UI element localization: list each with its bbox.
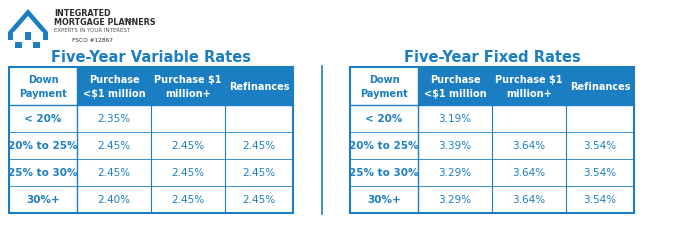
- Text: inc.: inc.: [122, 18, 135, 23]
- Text: MORTGAGE PLANNERS: MORTGAGE PLANNERS: [54, 18, 156, 27]
- Polygon shape: [14, 17, 42, 33]
- Text: 2.45%: 2.45%: [172, 195, 205, 204]
- Text: EXPERTS IN YOUR INTEREST: EXPERTS IN YOUR INTEREST: [54, 28, 130, 33]
- Text: 2.40%: 2.40%: [98, 195, 131, 204]
- Bar: [8, 33, 48, 41]
- Text: Down
Payment: Down Payment: [360, 75, 408, 98]
- Text: 3.29%: 3.29%: [438, 195, 471, 204]
- Text: 3.19%: 3.19%: [438, 114, 471, 124]
- Text: FSCO #12867: FSCO #12867: [72, 38, 113, 43]
- Text: Purchase $1
million+: Purchase $1 million+: [495, 75, 563, 98]
- Bar: [33, 43, 40, 49]
- Text: 3.54%: 3.54%: [583, 195, 616, 204]
- Bar: [15, 43, 22, 49]
- Text: INTEGRATED: INTEGRATED: [54, 9, 111, 18]
- Text: 30%+: 30%+: [367, 195, 401, 204]
- Text: 2.45%: 2.45%: [98, 168, 131, 178]
- Text: 2.35%: 2.35%: [98, 114, 131, 124]
- Text: 25% to 30%: 25% to 30%: [8, 168, 78, 178]
- Text: Purchase
<$1 million: Purchase <$1 million: [424, 75, 486, 98]
- Text: 3.54%: 3.54%: [583, 141, 616, 151]
- Text: Refinances: Refinances: [229, 82, 289, 92]
- Text: 30%+: 30%+: [26, 195, 60, 204]
- Text: 2.45%: 2.45%: [98, 141, 131, 151]
- Bar: [77, 68, 293, 106]
- Text: Refinances: Refinances: [570, 82, 630, 92]
- Bar: [31, 33, 43, 41]
- Bar: [418, 68, 634, 106]
- Text: 2.45%: 2.45%: [172, 168, 205, 178]
- Text: 20% to 25%: 20% to 25%: [349, 141, 419, 151]
- Text: 3.64%: 3.64%: [513, 141, 545, 151]
- Bar: [350, 68, 634, 213]
- Bar: [9, 68, 293, 213]
- Text: 3.64%: 3.64%: [513, 195, 545, 204]
- Text: 2.45%: 2.45%: [243, 195, 275, 204]
- Text: Five-Year Variable Rates: Five-Year Variable Rates: [51, 50, 251, 65]
- Text: Down
Payment: Down Payment: [19, 75, 67, 98]
- Text: 3.39%: 3.39%: [438, 141, 471, 151]
- Text: Purchase
<$1 million: Purchase <$1 million: [82, 75, 146, 98]
- Text: 3.64%: 3.64%: [513, 168, 545, 178]
- Text: 2.45%: 2.45%: [243, 168, 275, 178]
- Text: Purchase $1
million+: Purchase $1 million+: [155, 75, 222, 98]
- Polygon shape: [8, 10, 48, 33]
- Text: 2.45%: 2.45%: [243, 141, 275, 151]
- Text: 3.29%: 3.29%: [438, 168, 471, 178]
- Text: < 20%: < 20%: [24, 114, 62, 124]
- Bar: [13, 33, 25, 41]
- Text: 20% to 25%: 20% to 25%: [8, 141, 78, 151]
- Text: Five-Year Fixed Rates: Five-Year Fixed Rates: [404, 50, 581, 65]
- Text: 25% to 30%: 25% to 30%: [349, 168, 419, 178]
- Text: 3.54%: 3.54%: [583, 168, 616, 178]
- Text: < 20%: < 20%: [365, 114, 403, 124]
- Text: 2.45%: 2.45%: [172, 141, 205, 151]
